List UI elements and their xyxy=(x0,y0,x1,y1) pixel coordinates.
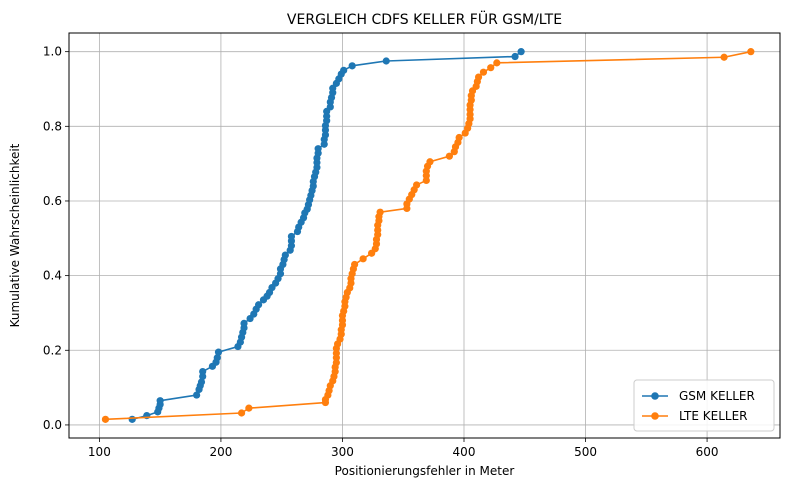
data-point-lte-keller xyxy=(487,64,495,72)
data-point-lte-keller xyxy=(413,181,421,189)
legend-marker-lte xyxy=(651,412,659,420)
y-tick-label: 0.6 xyxy=(43,194,62,208)
x-tick-label: 100 xyxy=(88,445,111,459)
data-point-lte-keller xyxy=(351,260,359,269)
data-point-gsm-keller xyxy=(213,354,221,362)
data-point-gsm-keller xyxy=(517,48,525,56)
data-point-lte-keller xyxy=(720,53,728,61)
data-point-gsm-keller xyxy=(199,367,207,376)
x-tick-label: 200 xyxy=(209,445,232,459)
data-point-lte-keller xyxy=(479,68,488,76)
plot-frame xyxy=(68,32,781,439)
data-point-gsm-keller xyxy=(340,66,348,74)
y-tick-label: 0.4 xyxy=(43,269,62,283)
data-point-gsm-keller xyxy=(287,232,296,241)
data-point-gsm-keller xyxy=(281,251,289,259)
data-point-gsm-keller xyxy=(348,62,356,70)
data-point-gsm-keller xyxy=(382,57,390,65)
data-point-lte-keller xyxy=(455,133,463,142)
data-point-gsm-keller xyxy=(128,415,136,423)
chart-title: VERGLEICH CDFS KELLER FÜR GSM/LTE xyxy=(287,10,562,28)
data-point-lte-keller xyxy=(426,158,434,166)
data-point-lte-keller xyxy=(237,409,246,417)
data-point-gsm-keller xyxy=(193,391,201,399)
legend-label-gsm: GSM KELLER xyxy=(679,389,755,403)
data-point-lte-keller xyxy=(376,208,384,216)
y-tick-label: 0.0 xyxy=(43,418,62,432)
data-point-gsm-keller xyxy=(511,52,519,61)
data-point-gsm-keller xyxy=(314,145,322,153)
series-gsm-keller xyxy=(128,48,525,423)
data-point-gsm-keller xyxy=(197,378,206,386)
y-axis-label: Kumulative Wahrscheinlichkeit xyxy=(8,143,22,327)
data-point-lte-keller xyxy=(493,59,501,67)
data-point-lte-keller xyxy=(245,404,253,412)
data-point-lte-keller xyxy=(747,48,755,56)
data-point-lte-keller xyxy=(359,255,367,263)
x-axis-ticks: 100 200 300 400 500 600 xyxy=(88,438,719,459)
y-axis-ticks: 0.0 0.2 0.4 0.6 0.8 1.0 xyxy=(43,45,69,432)
series-lte-keller xyxy=(101,48,755,423)
data-point-gsm-keller xyxy=(214,348,223,356)
legend-marker-gsm xyxy=(651,392,659,400)
y-tick-label: 0.8 xyxy=(43,119,62,133)
data-point-gsm-keller xyxy=(156,397,164,405)
x-axis-label: Positionierungsfehler in Meter xyxy=(335,464,515,478)
series-layer xyxy=(101,48,755,423)
data-point-lte-keller xyxy=(101,415,110,423)
data-point-gsm-keller xyxy=(240,319,248,328)
x-tick-label: 300 xyxy=(331,445,354,459)
legend: GSM KELLER LTE KELLER xyxy=(633,379,775,432)
data-point-gsm-keller xyxy=(255,301,263,309)
x-tick-label: 600 xyxy=(696,445,719,459)
data-point-lte-keller xyxy=(445,152,454,160)
x-tick-label: 500 xyxy=(574,445,597,459)
legend-label-lte: LTE KELLER xyxy=(679,409,748,423)
legend-box xyxy=(633,379,775,432)
data-point-lte-keller xyxy=(474,73,483,81)
y-tick-label: 1.0 xyxy=(43,45,62,59)
x-tick-label: 400 xyxy=(453,445,476,459)
y-tick-label: 0.2 xyxy=(43,343,62,357)
